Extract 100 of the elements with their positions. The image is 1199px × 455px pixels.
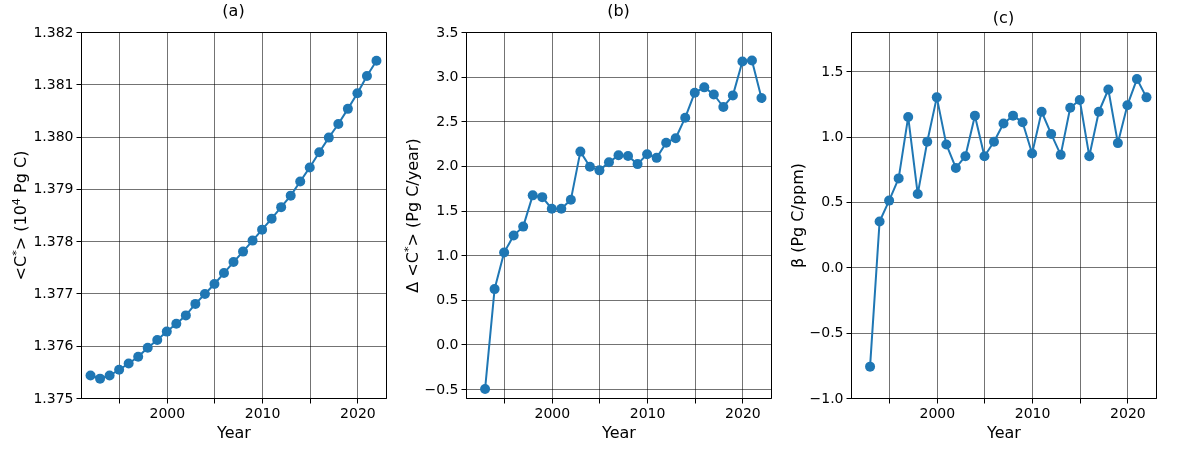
- y-tick-label: 1.5: [436, 202, 459, 219]
- y-tick-label: 1.379: [33, 180, 74, 197]
- point: [257, 224, 268, 235]
- y-tick-label: 1.376: [33, 337, 74, 354]
- point: [941, 139, 952, 150]
- point: [546, 203, 557, 214]
- point: [1036, 106, 1047, 117]
- point: [623, 151, 634, 162]
- point: [85, 370, 96, 381]
- point: [969, 110, 980, 121]
- point: [180, 310, 191, 321]
- point: [218, 268, 229, 279]
- point: [893, 173, 904, 184]
- x-axis-title: Year: [601, 422, 637, 442]
- y-tick-label: 0.5: [821, 193, 844, 210]
- point: [903, 111, 914, 122]
- y-tick-label: −0.5: [424, 380, 459, 397]
- point: [190, 298, 201, 309]
- point: [304, 162, 315, 173]
- point: [352, 88, 363, 99]
- point: [371, 55, 382, 66]
- point: [594, 165, 605, 176]
- point: [603, 157, 614, 168]
- point: [361, 70, 372, 81]
- point: [314, 147, 325, 158]
- y-axis-title: β (Pg C/ppm): [787, 162, 807, 269]
- x-tick-label: 2010: [629, 404, 666, 421]
- y-tick-label: 1.377: [33, 284, 74, 301]
- x-tick-label: 2010: [1014, 404, 1051, 421]
- y-tick-label: 1.378: [33, 232, 74, 249]
- point: [931, 92, 942, 103]
- point: [565, 194, 576, 205]
- y-tick-label: 1.382: [33, 23, 74, 40]
- point: [708, 89, 719, 100]
- point: [508, 230, 519, 241]
- point: [680, 112, 691, 123]
- point: [276, 202, 287, 213]
- point: [209, 279, 220, 290]
- y-tick-label: 1.0: [821, 128, 844, 145]
- x-tick-label: 2000: [534, 404, 571, 421]
- point: [661, 137, 672, 148]
- point: [884, 195, 895, 206]
- point: [1112, 138, 1123, 149]
- point: [123, 358, 134, 369]
- point: [922, 136, 933, 147]
- point: [342, 103, 353, 114]
- y-tick-label: 3.0: [436, 68, 459, 85]
- point: [199, 288, 210, 299]
- point: [632, 159, 643, 170]
- x-tick-label: 2000: [919, 404, 956, 421]
- point: [575, 146, 586, 157]
- point: [642, 149, 653, 160]
- point: [651, 152, 662, 163]
- point: [1084, 151, 1095, 162]
- point: [1055, 149, 1066, 160]
- point: [988, 136, 999, 147]
- y-tick-label: 2.0: [436, 157, 459, 174]
- y-tick-label: 1.381: [33, 75, 74, 92]
- point: [527, 190, 538, 201]
- point: [912, 189, 923, 200]
- point: [104, 370, 115, 381]
- point: [613, 150, 624, 161]
- point: [152, 334, 163, 345]
- y-tick-label: 0.0: [821, 258, 844, 275]
- chart-title: (a): [222, 1, 245, 20]
- x-tick-label: 2020: [1110, 404, 1146, 421]
- point: [1122, 100, 1133, 111]
- point: [689, 87, 700, 98]
- point: [133, 351, 144, 362]
- y-tick-label: 1.0: [436, 246, 459, 263]
- point: [333, 119, 344, 130]
- point: [518, 221, 529, 232]
- x-tick-label: 2010: [244, 404, 281, 421]
- point: [1141, 92, 1152, 103]
- point: [1027, 148, 1038, 159]
- point: [95, 373, 106, 384]
- point: [1103, 84, 1114, 95]
- y-tick-label: 1.375: [33, 389, 74, 406]
- point: [756, 93, 767, 104]
- point: [979, 151, 990, 162]
- point: [556, 203, 567, 214]
- point: [323, 132, 334, 143]
- chart-title: (b): [607, 1, 630, 20]
- point: [114, 364, 125, 375]
- point: [1131, 74, 1142, 85]
- point: [584, 161, 595, 172]
- y-tick-label: −1.0: [809, 389, 844, 406]
- point: [737, 56, 748, 67]
- point: [718, 102, 729, 112]
- chart-title: (c): [992, 8, 1015, 27]
- y-tick-label: 0.5: [436, 291, 459, 308]
- point: [1093, 106, 1104, 117]
- x-axis-title: Year: [216, 422, 252, 442]
- point: [238, 246, 249, 257]
- y-tick-label: 1.380: [33, 128, 74, 145]
- point: [874, 216, 885, 227]
- point: [480, 384, 491, 395]
- point: [727, 90, 738, 101]
- x-axis-title: Year: [986, 422, 1022, 442]
- point: [489, 284, 500, 295]
